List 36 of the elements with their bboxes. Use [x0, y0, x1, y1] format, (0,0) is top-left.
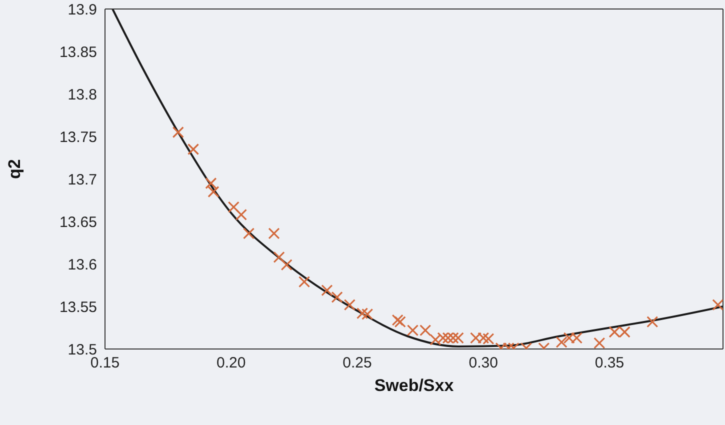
point: [298, 276, 310, 288]
point: [268, 228, 280, 240]
point: [392, 314, 404, 326]
point: [273, 251, 285, 263]
point: [356, 308, 368, 320]
point: [172, 126, 184, 138]
y-tick-label: 13.6: [68, 256, 97, 274]
point: [712, 299, 723, 311]
x-axis-title: Sweb/Sxx: [374, 376, 454, 395]
y-tick-label: 13.9: [68, 1, 97, 18]
y-tick-label: 13.7: [68, 171, 97, 188]
x-tick-label: 0.30: [468, 354, 498, 372]
point: [208, 186, 220, 198]
y-tick-label: 13.8: [68, 86, 97, 104]
y-tick-label: 13.55: [59, 298, 97, 316]
point: [228, 201, 240, 213]
y-tick-label: 13.85: [59, 44, 97, 61]
point: [362, 308, 374, 320]
point: [331, 291, 343, 303]
point: [321, 284, 333, 296]
point: [594, 337, 606, 349]
point: [394, 316, 406, 328]
x-tick-label: 0.25: [342, 354, 372, 372]
y-tick-label: 13.75: [59, 128, 97, 146]
point: [280, 259, 292, 271]
point: [344, 299, 356, 311]
y-axis-title: q2: [5, 159, 24, 179]
point: [187, 143, 200, 156]
x-tick-label: 0.35: [594, 354, 624, 372]
y-tick-label: 13.65: [59, 214, 97, 231]
point: [242, 228, 255, 240]
x-tick-label: 0.20: [216, 354, 246, 372]
point: [556, 336, 568, 348]
point: [205, 177, 217, 190]
point: [235, 208, 248, 220]
point: [646, 316, 658, 328]
